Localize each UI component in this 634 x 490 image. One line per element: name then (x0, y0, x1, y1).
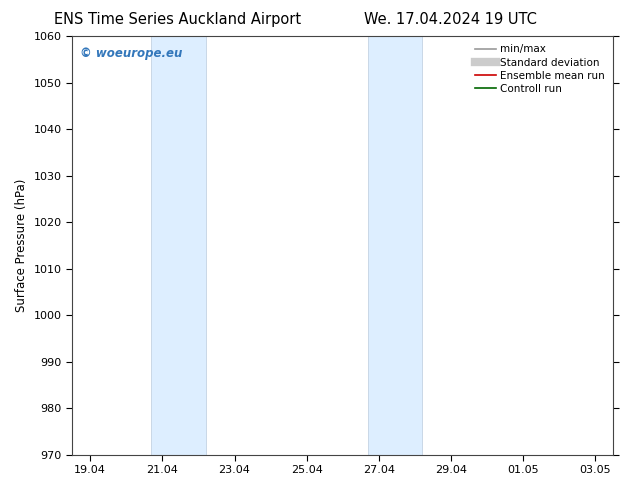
Y-axis label: Surface Pressure (hPa): Surface Pressure (hPa) (15, 179, 28, 312)
Legend: min/max, Standard deviation, Ensemble mean run, Controll run: min/max, Standard deviation, Ensemble me… (472, 41, 608, 97)
Bar (152, 36, 205, 455)
Bar (368, 36, 422, 455)
Text: We. 17.04.2024 19 UTC: We. 17.04.2024 19 UTC (364, 12, 536, 27)
Text: ENS Time Series Auckland Airport: ENS Time Series Auckland Airport (54, 12, 301, 27)
Text: © woeurope.eu: © woeurope.eu (81, 47, 183, 60)
